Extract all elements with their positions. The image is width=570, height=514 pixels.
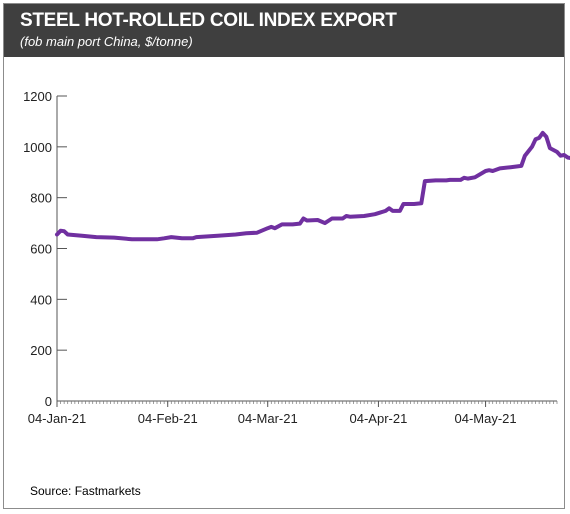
y-tick-label: 800 <box>30 191 52 206</box>
y-axis: 0 200 400 600 800 1000 1200 <box>23 89 67 409</box>
chart-header: STEEL HOT-ROLLED COIL INDEX EXPORT (fob … <box>4 4 564 57</box>
source-note: Source: Fastmarkets <box>30 484 141 498</box>
x-tick-label: 04-Apr-21 <box>350 411 408 426</box>
chart-frame: STEEL HOT-ROLLED COIL INDEX EXPORT (fob … <box>3 3 565 509</box>
x-tick-label: 04-May-21 <box>455 411 517 426</box>
y-tick-label: 0 <box>45 394 52 409</box>
x-tick-label: 04-Feb-21 <box>138 411 198 426</box>
y-tick-label: 200 <box>30 343 52 358</box>
chart-title: STEEL HOT-ROLLED COIL INDEX EXPORT <box>20 10 397 31</box>
series-layer <box>55 130 570 242</box>
y-tick-label: 400 <box>30 292 52 307</box>
y-tick-label: 1000 <box>23 140 52 155</box>
x-axis: 04-Jan-21 04-Feb-21 04-Mar-21 04-Apr-21 04-M… <box>28 400 558 426</box>
y-tick-label: 1200 <box>23 89 52 104</box>
x-tick-label: 04-Jan-21 <box>28 411 87 426</box>
x-tick-label: 04-Mar-21 <box>238 411 298 426</box>
chart-subtitle: (fob main port China, $/tonne) <box>20 34 193 49</box>
series-line <box>55 130 570 242</box>
y-tick-label: 600 <box>30 242 52 257</box>
